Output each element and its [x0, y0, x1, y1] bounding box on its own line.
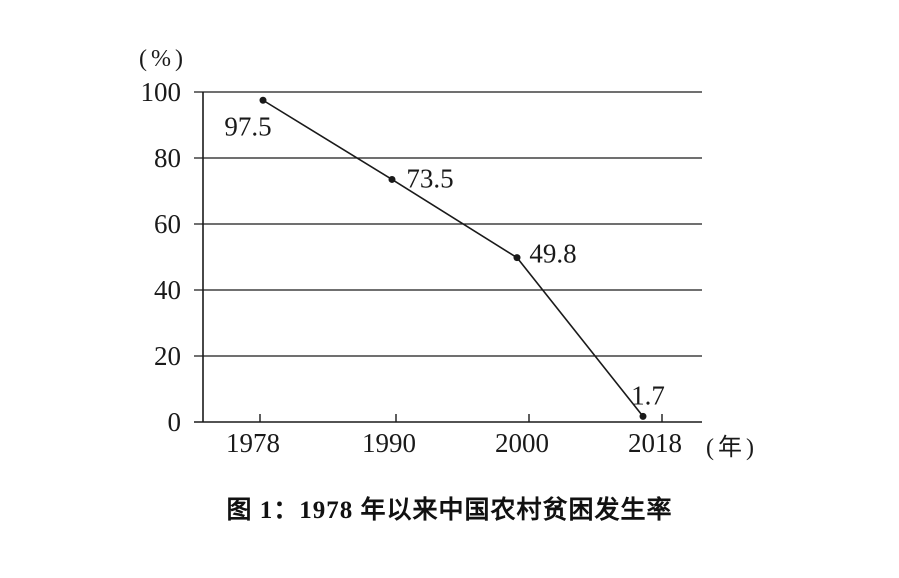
data-point	[388, 175, 396, 183]
x-axis-unit-label: (年)	[706, 434, 758, 461]
x-tick-label: 2000	[495, 428, 549, 458]
poverty-rate-line-chart: 0 20 40 60 80 100 1978 1990 2000 2018 97.5 73.5 49.8…	[139, 46, 758, 461]
data-point-label: 1.7	[631, 380, 665, 410]
y-tick-label: 0	[168, 407, 182, 437]
figure-caption: 图 1：1978 年以来中国农村贫困发生率	[226, 497, 673, 524]
data-point-label: 49.8	[529, 239, 576, 269]
data-point	[639, 412, 647, 420]
data-point	[513, 254, 521, 262]
y-tick-label: 100	[141, 77, 182, 107]
y-tick-label: 60	[154, 209, 181, 239]
y-tick-label: 40	[154, 275, 181, 305]
data-point-label: 73.5	[406, 163, 453, 193]
data-point	[259, 96, 267, 104]
y-tick-label: 80	[154, 143, 181, 173]
series-line	[262, 99, 644, 417]
x-tick-label: 1978	[226, 428, 280, 458]
data-point-label: 97.5	[224, 111, 271, 141]
y-tick-label: 20	[154, 341, 181, 371]
x-tick-label: 1990	[362, 428, 416, 458]
y-axis-unit-label: (%)	[139, 46, 187, 72]
x-tick-label: 2018	[628, 428, 682, 458]
